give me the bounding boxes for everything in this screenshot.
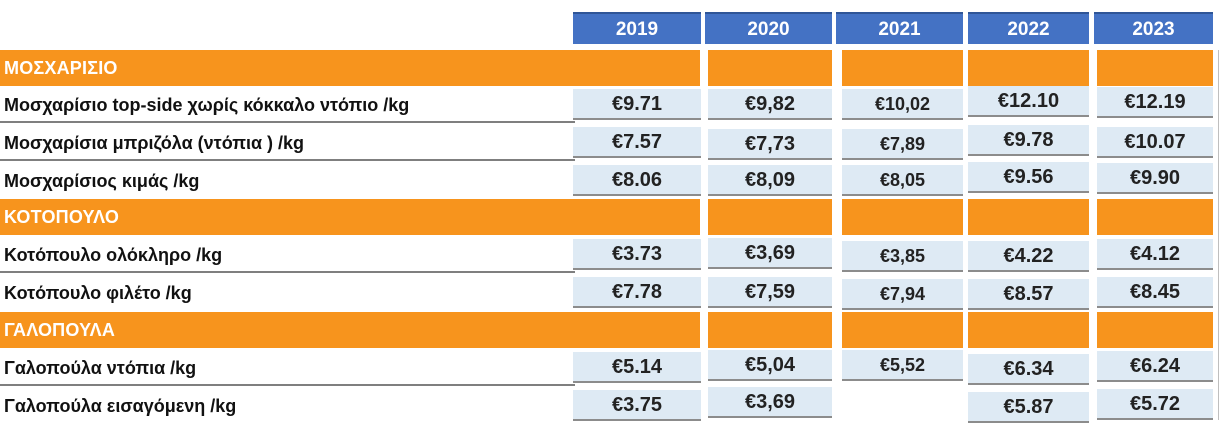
row-label: Γαλοπούλα ντόπια /kg <box>4 358 197 378</box>
value-cell: €5.72 <box>1097 389 1213 420</box>
value-cell: €3.73 <box>573 239 701 270</box>
value-cell: €9.78 <box>968 125 1089 156</box>
value-cell: €3,85 <box>842 241 963 272</box>
value-cell: €6.24 <box>1097 351 1213 382</box>
value-cell: €5.14 <box>573 352 701 383</box>
value-cell: €6.34 <box>968 354 1089 385</box>
category-cell <box>842 50 963 86</box>
value-cell: €7,89 <box>842 129 963 160</box>
value-cell: €4.22 <box>968 241 1089 272</box>
value-cell: €9.90 <box>1097 163 1213 194</box>
year-header-2020: 2020 <box>705 12 832 44</box>
value-cell: €7,94 <box>842 279 963 310</box>
value-cell: €7.78 <box>573 277 701 308</box>
value-cell: €8.06 <box>573 165 701 196</box>
value-cell: €8.45 <box>1097 277 1213 308</box>
value-cell: €7,59 <box>708 277 832 308</box>
category-cell <box>842 312 963 348</box>
value-cell: €12.10 <box>968 86 1089 117</box>
value-cell: €5,04 <box>708 350 832 381</box>
value-cell: €9.71 <box>573 89 701 120</box>
category-cell <box>1097 312 1213 348</box>
category-cell <box>842 199 963 235</box>
category-cell <box>1097 50 1213 86</box>
value-cell: €8,09 <box>708 165 832 196</box>
category-label-beef: ΜΟΣΧΑΡΙΣΙΟ <box>4 58 118 78</box>
row-label: Μοσχαρίσια μπριζόλα (ντόπια ) /kg <box>4 133 305 153</box>
value-cell: €8.57 <box>968 279 1089 310</box>
value-cell-empty <box>842 389 963 420</box>
category-label-turkey: ΓΑΛΟΠΟΥΛΑ <box>4 320 116 340</box>
row-divider <box>0 271 575 273</box>
table-right-edge <box>1218 50 1219 420</box>
value-cell: €3,69 <box>708 238 832 269</box>
value-cell: €8,05 <box>842 165 963 196</box>
category-cell <box>708 312 832 348</box>
row-label: Μοσχαρίσιο top-side χωρίς κόκκαλο ντόπιο… <box>4 95 410 115</box>
row-label: Κοτόπουλο ολόκληρο /kg <box>4 245 223 265</box>
category-cell <box>968 50 1089 86</box>
year-header-2021: 2021 <box>836 12 963 44</box>
value-cell: €10,02 <box>842 89 963 120</box>
value-cell: €7.57 <box>573 127 701 158</box>
value-cell: €10.07 <box>1097 127 1213 158</box>
category-band-beef: ΜΟΣΧΑΡΙΣΙΟ <box>0 50 700 86</box>
row-divider <box>0 384 575 386</box>
value-cell: €3,69 <box>708 387 832 418</box>
year-header-2023: 2023 <box>1094 12 1213 44</box>
value-cell: €7,73 <box>708 129 832 160</box>
value-cell: €9,82 <box>708 89 832 120</box>
year-header-2022: 2022 <box>968 12 1089 44</box>
value-cell: €12.19 <box>1097 87 1213 118</box>
category-cell <box>968 312 1089 348</box>
year-header-2019: 2019 <box>573 12 701 44</box>
value-cell: €3.75 <box>573 390 701 421</box>
category-cell <box>968 199 1089 235</box>
category-label-chicken: ΚΟΤΟΠΟΥΛΟ <box>4 207 120 227</box>
category-cell <box>708 50 832 86</box>
category-cell <box>708 199 832 235</box>
row-label: Μοσχαρίσιος κιμάς /kg <box>4 171 200 191</box>
row-divider <box>0 121 575 123</box>
row-label: Κοτόπουλο φιλέτο /kg <box>4 283 192 303</box>
category-band-turkey: ΓΑΛΟΠΟΥΛΑ <box>0 312 700 348</box>
row-divider <box>0 159 575 161</box>
value-cell: €5.87 <box>968 392 1089 423</box>
category-cell <box>1097 199 1213 235</box>
value-cell: €5,52 <box>842 350 963 381</box>
value-cell: €9.56 <box>968 162 1089 193</box>
value-cell: €4.12 <box>1097 239 1213 270</box>
category-band-chicken: ΚΟΤΟΠΟΥΛΟ <box>0 199 700 235</box>
row-label: Γαλοπούλα εισαγόμενη /kg <box>4 396 237 416</box>
